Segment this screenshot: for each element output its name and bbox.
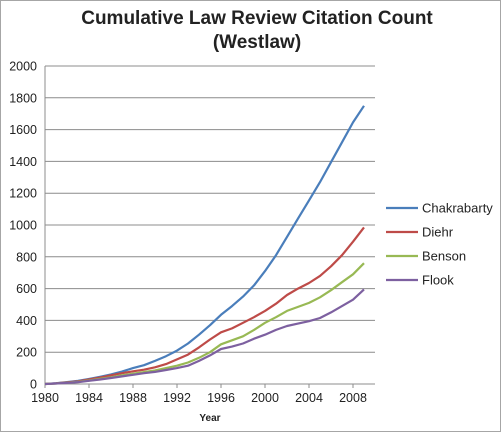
chart-title: Cumulative Law Review Citation Count (We… (81, 8, 433, 53)
gridlines (45, 66, 375, 352)
legend-label-benson: Benson (422, 249, 466, 264)
y-tick-label: 1800 (9, 91, 37, 105)
series-line-flook (45, 289, 364, 384)
y-tick-label: 800 (16, 250, 37, 264)
y-tick-label: 1600 (9, 123, 37, 137)
x-tick-label: 1984 (75, 391, 103, 405)
y-tick-label: 400 (16, 314, 37, 328)
y-tick-label: 2000 (9, 60, 37, 74)
y-tick-label: 1400 (9, 155, 37, 169)
x-tick-label: 1988 (119, 391, 147, 405)
x-tick-label: 2008 (339, 391, 367, 405)
y-tick-label: 600 (16, 282, 37, 296)
x-tick-label: 2000 (251, 391, 279, 405)
x-tick-label: 2004 (295, 391, 323, 405)
y-tick-label: 0 (30, 378, 37, 392)
y-tick-label: 1200 (9, 187, 37, 201)
x-tick-label: 1980 (31, 391, 59, 405)
legend: Chakrabarty Diehr Benson Flook (386, 201, 493, 288)
y-tick-label: 1000 (9, 219, 37, 233)
series-lines (45, 106, 364, 384)
chart-title-line-2: (Westlaw) (213, 32, 301, 53)
x-axis-label: Year (199, 413, 220, 424)
legend-label-flook: Flook (422, 273, 454, 288)
x-tick-label: 1992 (163, 391, 191, 405)
series-line-diehr (45, 227, 364, 384)
x-axis-ticks: 1980 1984 1988 1992 1996 2000 2004 2008 (31, 384, 367, 405)
y-axis-ticks: 0 200 400 600 800 1000 1200 1400 1600 1800 2000 (9, 60, 37, 392)
chart-title-line-1: Cumulative Law Review Citation Count (81, 8, 433, 29)
series-line-benson (45, 263, 364, 384)
x-tick-label: 1996 (207, 391, 235, 405)
legend-label-diehr: Diehr (422, 225, 454, 240)
y-tick-label: 200 (16, 346, 37, 360)
legend-label-chakrabarty: Chakrabarty (422, 201, 493, 216)
